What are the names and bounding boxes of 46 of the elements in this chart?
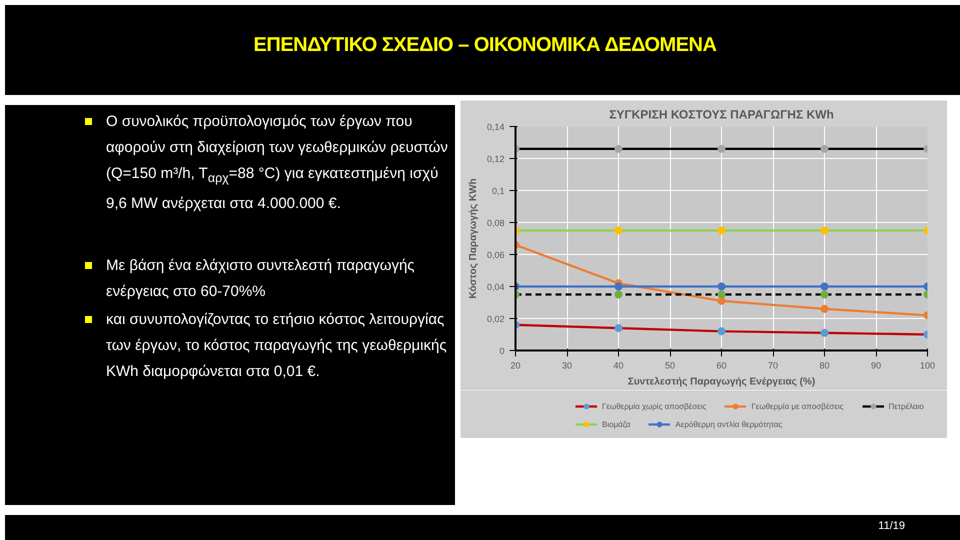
point xyxy=(718,327,726,336)
y-tick-label: 0,08 xyxy=(486,218,505,228)
legend-label: Αερόθερμη αντλία θερμότητας xyxy=(675,418,782,430)
x-tick-label: 70 xyxy=(768,360,778,370)
x-tick-label: 50 xyxy=(664,360,676,370)
legend-label: Πετρέλαιο xyxy=(888,400,924,412)
legend-label: Γεωθερμία με αποσβέσεις xyxy=(751,400,844,412)
point xyxy=(718,290,726,298)
y-tick-label: 0,02 xyxy=(486,314,505,324)
point xyxy=(718,296,726,305)
point xyxy=(820,304,828,313)
x-tick-label: 60 xyxy=(716,360,727,370)
x-axis-title: Συντελεστής Παραγωγής Ενέργειας (%) xyxy=(628,376,816,388)
point xyxy=(820,144,828,153)
point xyxy=(820,328,828,337)
legend-label: Γεωθερμία χωρίς αποσβέσεις xyxy=(602,400,706,412)
x-tick-label: 100 xyxy=(920,360,936,370)
point xyxy=(820,290,828,298)
text: και συνυπολογίζοντας το ετήσιο κόστος λειτουργίας των έργων, το κόστος παραγωγής της γεωθερμικής KWh διαμορφώνεται στα 0,01 €. xyxy=(106,310,448,382)
y-tick-label: 0,12 xyxy=(486,154,505,164)
point xyxy=(718,144,726,153)
y-tick-label: 0,14 xyxy=(486,122,505,132)
x-tick-label: 40 xyxy=(613,360,624,370)
point xyxy=(820,282,828,290)
legend-label: Βιομάζα xyxy=(602,418,630,430)
point xyxy=(614,144,622,153)
y-tick-label: 0,06 xyxy=(486,250,505,260)
x-tick-label: 30 xyxy=(562,360,572,370)
y-tick-label: 0,1 xyxy=(492,186,505,196)
point xyxy=(820,226,828,234)
point xyxy=(614,324,622,332)
text: 11/19 xyxy=(877,519,906,534)
y-tick-label: 0,04 xyxy=(486,282,505,292)
point xyxy=(614,282,622,290)
chart-title: ΣΥΓΚΡΙΣΗ ΚΟΣΤΟΥΣ ΠΑΡΑΓΩΓΗΣ KWh xyxy=(609,108,834,122)
text: Ο συνολικός προϋπολογισμός των έργων που αφορούν στη διαχείριση των γεωθερμικών ρευστών (Q=150 m³/h, T$_{αρχ}$=88 °C) για εγκατεστημένη ισχύ 9,6 MW ανέρχεται στα 4.000.000 €. xyxy=(106,112,449,214)
x-tick-label: 20 xyxy=(510,360,521,370)
chart-subtitle: ΕΠΕΝΔΥΤΙΚΟ ΣΧΕΔΙΟ – ΟΙΚΟΝΟΜΙΚΑ ΔΕΔΟΜΕΝΑ xyxy=(252,33,718,58)
x-tick-label: 80 xyxy=(819,360,830,370)
point xyxy=(718,282,726,290)
y-axis-title: Κόστος Παραγωγής KWh xyxy=(468,178,479,299)
point xyxy=(718,226,726,234)
y-tick-label: 0 xyxy=(499,346,505,356)
x-tick-label: 90 xyxy=(870,360,882,370)
point xyxy=(614,226,622,234)
point xyxy=(614,290,622,298)
